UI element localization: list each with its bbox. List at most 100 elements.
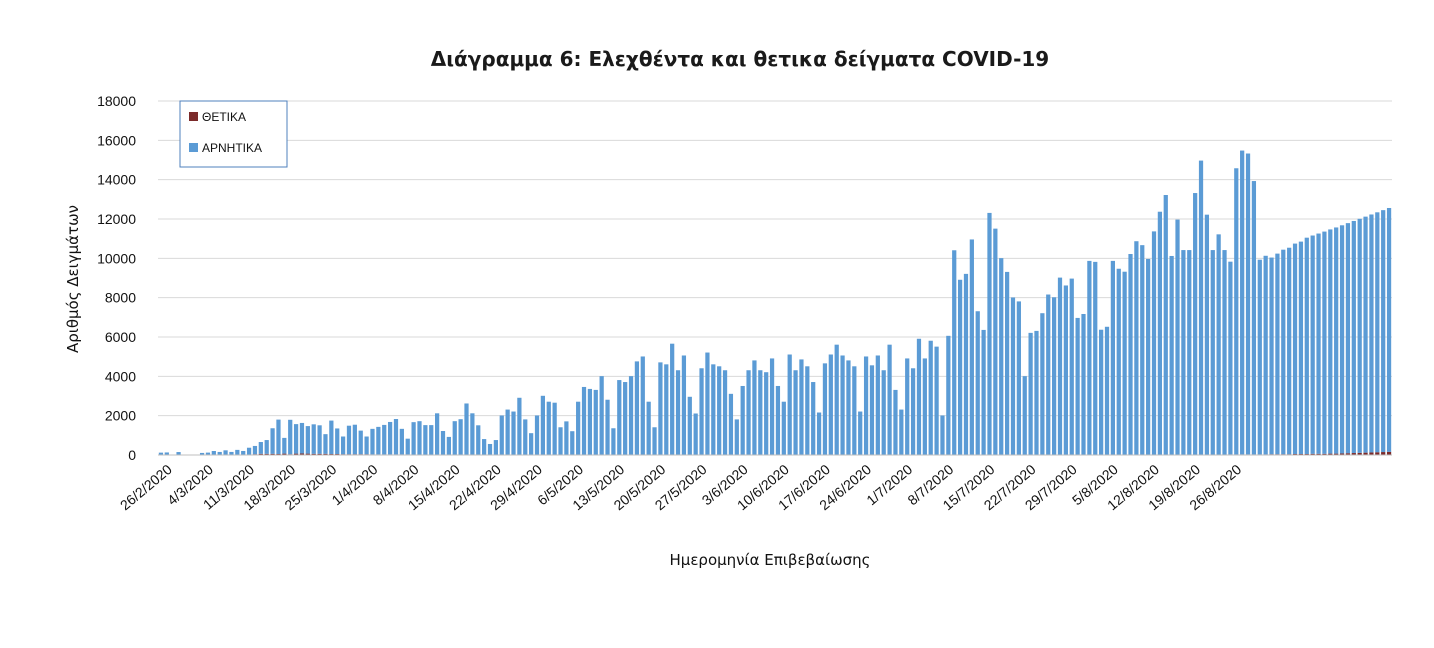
bar-negative [417,421,422,455]
bar-negative [299,422,305,454]
y-tick-label: 6000 [105,329,136,345]
bar-negative [652,427,657,455]
legend-label-negative: ΑΡΝΗΤΙΚΑ [202,141,262,155]
bar-negative [1234,168,1239,455]
bar-positive [305,453,310,455]
bar-negative [752,360,757,455]
bar-negative [205,452,211,455]
bar-negative [1304,237,1309,455]
bar-negative [229,451,234,455]
bar-negative [646,401,651,455]
bar-negative [1222,250,1227,455]
bar-negative [605,399,610,455]
bar-negative [1216,234,1221,455]
bar-negative [317,425,322,454]
bar-negative [429,425,434,455]
bar-negative [264,440,269,454]
bar-negative [282,437,287,454]
bar-negative [887,344,892,455]
bar-negative [376,426,381,455]
bar-negative [828,354,833,455]
bar-negative [969,239,974,455]
bar-negative [981,329,986,455]
bar-negative [1034,330,1039,455]
bar-negative [840,355,845,455]
bar-negative [529,433,534,455]
bar-negative [499,415,504,455]
bar-negative [728,393,734,455]
bar-negative [470,413,475,455]
bar-negative [1263,255,1268,455]
bar-negative [1187,250,1192,455]
bar-negative [769,358,775,455]
bar-negative [534,415,540,455]
bar-negative [675,370,681,455]
bar-negative [270,428,275,454]
bar-positive [270,453,275,455]
bar-negative [787,354,792,455]
legend-swatch-positive [189,112,198,121]
bar-negative [1328,229,1333,454]
bar-negative [241,450,246,455]
y-tick-label: 10000 [97,250,136,266]
bar-negative [1381,210,1386,453]
bar-negative [805,366,810,455]
bar-negative [364,436,369,455]
bar-negative [910,368,916,455]
bar-positive [1381,452,1386,455]
bar-negative [1028,332,1033,455]
bar-negative [1128,254,1133,455]
bar-positive [1345,453,1351,455]
bar-negative [681,355,687,455]
bar-negative [1339,225,1345,454]
bar-negative [464,403,469,455]
x-tick-label: 26/2/2020 [117,461,175,513]
bar-negative [711,364,716,455]
bar-negative [1040,313,1045,455]
bar-negative [523,419,528,455]
bar-negative [764,372,769,455]
bar-negative [1345,223,1351,454]
bar-negative [1251,181,1257,455]
x-axis-ticks: 26/2/20204/3/202011/3/202018/3/202025/3/… [117,461,1245,513]
bar-negative [781,401,786,455]
bar-negative [564,421,569,455]
bar-negative [223,450,228,455]
bar-negative [1351,220,1356,454]
bar-negative [305,426,310,454]
bar-positive [1328,453,1333,455]
y-tick-label: 4000 [105,368,136,384]
bar-negative [957,279,963,455]
bar-negative [963,273,969,455]
bar-positive [282,453,287,455]
bar-negative [440,431,446,455]
bar-negative [1116,268,1121,455]
bar-negative [722,370,728,455]
bar-negative [246,447,252,455]
bar-negative [881,370,886,455]
bar-negative [1204,214,1210,455]
bar-negative [893,389,898,455]
bar-negative [899,409,904,455]
bars [158,150,1392,455]
bar-negative [664,364,669,455]
bar-negative [1269,257,1274,455]
bar-negative [1175,219,1180,455]
bar-negative [293,424,299,454]
bar-negative [999,258,1004,455]
bar-negative [987,212,992,455]
bar-negative [634,361,640,455]
bar-negative [946,335,951,455]
bar-negative [746,370,751,455]
bar-negative [1386,207,1392,452]
chart-title: Διάγραμμα 6: Ελεχθέντα και θετικα δείγμα… [431,47,1049,71]
bar-negative [687,396,692,455]
bar-negative [1193,193,1198,455]
y-axis-label: Αριθμός Δειγμάτων [64,205,82,353]
bar-negative [1316,233,1321,454]
bar-negative [799,359,804,455]
bar-negative [1134,241,1139,455]
bar-negative [446,436,451,455]
bar-negative [863,356,869,455]
